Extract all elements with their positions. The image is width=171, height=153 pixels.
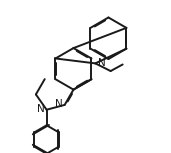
Text: N: N	[37, 104, 44, 114]
Text: N: N	[55, 99, 62, 109]
Text: N: N	[98, 58, 106, 68]
